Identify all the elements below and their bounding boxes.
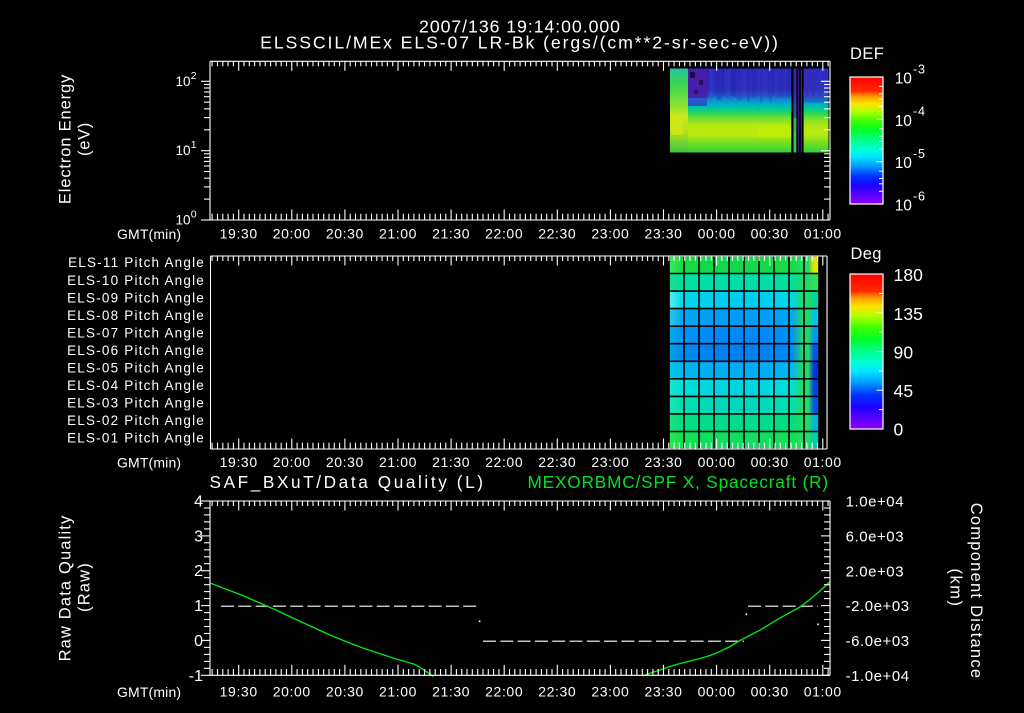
svg-text:21:30: 21:30 <box>432 454 470 470</box>
svg-text:00:00: 00:00 <box>698 226 736 242</box>
svg-text:-2.0e+03: -2.0e+03 <box>846 598 910 615</box>
svg-text:10: 10 <box>175 143 190 158</box>
svg-text:(eV): (eV) <box>76 122 94 156</box>
svg-text:20:00: 20:00 <box>273 684 311 700</box>
svg-text:Electron Energy: Electron Energy <box>57 74 75 204</box>
svg-text:19:30: 19:30 <box>220 226 258 242</box>
svg-text:0: 0 <box>894 419 904 439</box>
svg-text:3: 3 <box>194 528 203 545</box>
svg-text:ELS-05 Pitch Angle: ELS-05 Pitch Angle <box>67 361 205 376</box>
svg-text:00:00: 00:00 <box>698 454 736 470</box>
svg-text:22:00: 22:00 <box>485 454 523 470</box>
svg-text:ELS-01 Pitch Angle: ELS-01 Pitch Angle <box>67 431 205 446</box>
svg-text:GMT(min): GMT(min) <box>117 226 181 242</box>
svg-text:00:30: 00:30 <box>751 684 789 700</box>
svg-text:(km): (km) <box>947 569 965 608</box>
svg-text:GMT(min): GMT(min) <box>117 455 181 471</box>
svg-text:23:30: 23:30 <box>644 684 682 700</box>
svg-text:20:00: 20:00 <box>273 226 311 242</box>
svg-text:SAF_BXuT/Data Quality (L): SAF_BXuT/Data Quality (L) <box>210 472 486 492</box>
svg-text:0: 0 <box>191 209 197 221</box>
svg-text:-1: -1 <box>189 668 203 685</box>
svg-text:1.0e+04: 1.0e+04 <box>846 494 905 511</box>
svg-text:MEXORBMC/SPF X, Spacecraft (R): MEXORBMC/SPF X, Spacecraft (R) <box>527 472 829 492</box>
svg-text:-3: -3 <box>913 62 926 76</box>
svg-text:22:00: 22:00 <box>485 684 523 700</box>
svg-text:22:00: 22:00 <box>485 226 523 242</box>
svg-text:10: 10 <box>895 198 913 215</box>
svg-text:20:30: 20:30 <box>326 454 364 470</box>
svg-text:DEF: DEF <box>850 45 884 63</box>
svg-text:10: 10 <box>895 71 913 88</box>
svg-text:-6.0e+03: -6.0e+03 <box>846 633 910 650</box>
svg-text:6.0e+03: 6.0e+03 <box>846 529 905 546</box>
svg-text:2: 2 <box>191 70 197 82</box>
svg-text:-6: -6 <box>913 189 926 203</box>
svg-text:20:00: 20:00 <box>273 454 311 470</box>
svg-text:22:30: 22:30 <box>538 454 576 470</box>
svg-text:ELSSCIL/MEx ELS-07 LR-Bk (erg: ELSSCIL/MEx ELS-07 LR-Bk (ergs/(cm**2-sr… <box>260 32 780 52</box>
svg-text:01:00: 01:00 <box>804 454 842 470</box>
svg-text:23:00: 23:00 <box>591 226 629 242</box>
svg-text:10: 10 <box>895 155 913 172</box>
svg-text:(Raw): (Raw) <box>76 562 94 612</box>
svg-text:21:30: 21:30 <box>432 684 470 700</box>
svg-text:ELS-07 Pitch Angle: ELS-07 Pitch Angle <box>67 325 205 340</box>
svg-text:45: 45 <box>894 381 914 401</box>
svg-text:ELS-02 Pitch Angle: ELS-02 Pitch Angle <box>67 413 205 428</box>
svg-text:-4: -4 <box>913 105 926 119</box>
svg-text:1: 1 <box>194 598 203 615</box>
svg-text:180: 180 <box>894 265 924 285</box>
svg-text:21:00: 21:00 <box>379 454 417 470</box>
svg-text:GMT(min): GMT(min) <box>117 684 181 700</box>
svg-text:21:30: 21:30 <box>432 226 470 242</box>
svg-text:2007/136 19:14:00.000: 2007/136 19:14:00.000 <box>419 17 621 37</box>
svg-text:2.0e+03: 2.0e+03 <box>846 563 905 580</box>
svg-text:Raw Data Quality: Raw Data Quality <box>57 515 75 662</box>
svg-text:10: 10 <box>175 213 190 228</box>
svg-text:ELS-06 Pitch Angle: ELS-06 Pitch Angle <box>67 343 205 358</box>
svg-text:-5: -5 <box>913 147 926 161</box>
svg-text:19:30: 19:30 <box>220 684 258 700</box>
svg-text:23:00: 23:00 <box>591 454 629 470</box>
svg-text:ELS-04 Pitch Angle: ELS-04 Pitch Angle <box>67 378 205 393</box>
svg-text:0: 0 <box>194 633 203 650</box>
svg-text:ELS-08 Pitch Angle: ELS-08 Pitch Angle <box>67 308 205 323</box>
svg-text:ELS-10 Pitch Angle: ELS-10 Pitch Angle <box>67 273 205 288</box>
svg-text:00:00: 00:00 <box>698 684 736 700</box>
svg-text:4: 4 <box>194 494 203 511</box>
svg-text:ELS-03 Pitch Angle: ELS-03 Pitch Angle <box>67 396 205 411</box>
svg-text:01:00: 01:00 <box>804 226 842 242</box>
svg-text:23:30: 23:30 <box>644 454 682 470</box>
svg-text:10: 10 <box>175 74 190 89</box>
svg-text:1: 1 <box>191 139 197 151</box>
svg-text:Deg: Deg <box>851 245 882 263</box>
svg-text:00:30: 00:30 <box>751 454 789 470</box>
svg-text:Component Distance: Component Distance <box>967 503 985 680</box>
svg-text:10: 10 <box>895 113 913 130</box>
svg-text:21:00: 21:00 <box>379 684 417 700</box>
svg-text:01:00: 01:00 <box>804 684 842 700</box>
svg-text:23:30: 23:30 <box>644 226 682 242</box>
svg-text:19:30: 19:30 <box>220 454 258 470</box>
svg-text:2: 2 <box>194 563 203 580</box>
svg-text:21:00: 21:00 <box>379 226 417 242</box>
svg-text:135: 135 <box>894 304 924 324</box>
svg-text:-1.0e+04: -1.0e+04 <box>846 668 910 685</box>
svg-text:90: 90 <box>894 342 914 362</box>
svg-text:22:30: 22:30 <box>538 684 576 700</box>
svg-text:22:30: 22:30 <box>538 226 576 242</box>
svg-text:00:30: 00:30 <box>751 226 789 242</box>
svg-text:23:00: 23:00 <box>591 684 629 700</box>
svg-text:20:30: 20:30 <box>326 684 364 700</box>
svg-text:ELS-11 Pitch Angle: ELS-11 Pitch Angle <box>68 255 205 270</box>
svg-text:20:30: 20:30 <box>326 226 364 242</box>
svg-text:ELS-09 Pitch Angle: ELS-09 Pitch Angle <box>67 290 205 305</box>
